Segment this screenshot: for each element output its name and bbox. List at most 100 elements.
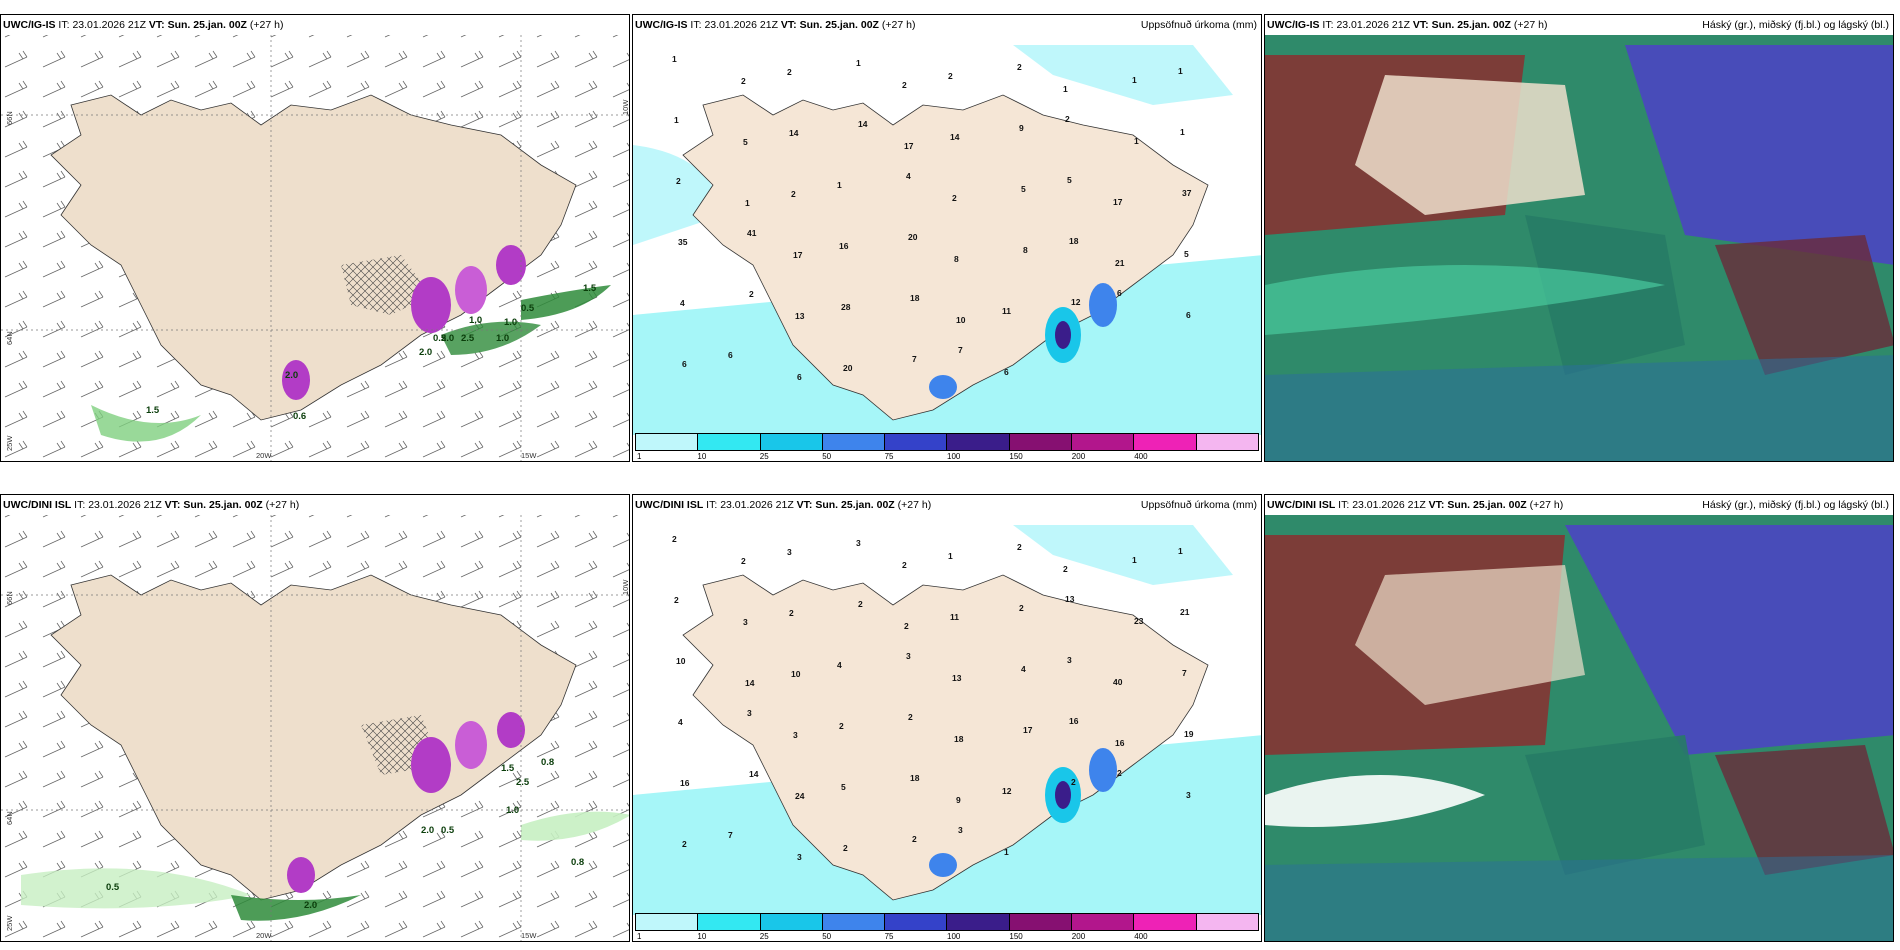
precip-value-label: 12: [1002, 786, 1012, 796]
precip-value-label: 41: [747, 228, 757, 238]
precip-value-label: 1: [1180, 127, 1185, 137]
colorbar-swatch: [636, 914, 699, 930]
colorbar-swatch: [1134, 914, 1197, 930]
colorbar-swatch: [698, 914, 761, 930]
lead-time: (+27 h): [249, 19, 284, 31]
vt-label: VT:: [780, 19, 797, 31]
precip-value-label: 7: [1182, 668, 1187, 678]
vt-label: VT:: [1428, 499, 1445, 511]
precip-value-label: 1: [837, 180, 842, 190]
precip-value-label: 3: [906, 651, 911, 661]
precip-value-label: 3: [797, 852, 802, 862]
vt-label: VT:: [796, 499, 813, 511]
lon-label: 15W: [521, 931, 537, 940]
precip-value-label: 6: [682, 359, 687, 369]
panel-header: UWC/IG-IS IT: 23.01.2026 21Z VT: Sun. 25…: [1267, 19, 1547, 31]
precip-value-label: 8: [1023, 245, 1028, 255]
precip-value-label: 35: [678, 237, 688, 247]
lead-time: (+27 h): [897, 499, 932, 511]
model-name: UWC/IG-IS: [3, 19, 56, 31]
precip-value-label: 2: [676, 176, 681, 186]
precip-value-label: 1: [1004, 847, 1009, 857]
precip-contour-label: 2.0: [419, 347, 433, 358]
precip-value-label: 3: [958, 825, 963, 835]
lead-time: (+27 h): [265, 499, 300, 511]
precip-contour-label: 0.5: [106, 882, 120, 893]
colorbar-label: 200: [1071, 932, 1086, 941]
precip-value-label: 37: [1182, 188, 1192, 198]
precip-value-label: 4: [678, 717, 683, 727]
precip-value-label: 1: [672, 54, 677, 64]
precip-contour-label: 0.5: [521, 303, 535, 314]
precip-value-label: 18: [954, 734, 964, 744]
precip-value-label: 2: [904, 621, 909, 631]
colorbar-label: 75: [884, 452, 894, 461]
precip-value-label: 3: [743, 617, 748, 627]
precip-value-label: 4: [837, 660, 842, 670]
lat-label: 64N: [5, 811, 14, 825]
precip-value-label: 5: [1067, 175, 1072, 185]
model-name: UWC/IG-IS: [635, 19, 688, 31]
cloud-map: [1265, 35, 1893, 461]
precip-value-label: 2: [674, 595, 679, 605]
vt-value: Sun. 25.jan. 00Z: [1431, 19, 1511, 31]
precip-value-label: 11: [1002, 306, 1011, 316]
colorbar-swatch: [760, 914, 823, 930]
vt-label: VT:: [148, 19, 165, 31]
precip-value-label: 1: [948, 551, 953, 561]
precip-value-label: 28: [841, 302, 851, 312]
colorbar-swatch: [1072, 914, 1135, 930]
precip-value-label: 2: [741, 76, 746, 86]
lon-label: 20W: [256, 931, 272, 940]
precip-value-label: 1: [1178, 66, 1183, 76]
precip-value-label: 2: [749, 289, 754, 299]
it-label: IT:: [58, 19, 70, 31]
precip-value-label: 7: [728, 830, 733, 840]
colorbar-label: 1: [637, 452, 642, 461]
precip-value-label: 14: [858, 119, 868, 129]
colorbar-label: 25: [759, 452, 769, 461]
precip-value-label: 2: [948, 71, 953, 81]
colorbar-swatch: [1196, 434, 1258, 450]
model-name: UWC/DINI ISL: [1267, 499, 1336, 511]
colorbar-label: 100: [947, 452, 961, 461]
colorbar-label: 150: [1009, 932, 1023, 941]
precip-contour-label: 0.5: [433, 333, 447, 344]
precip-value-label: 14: [950, 132, 960, 142]
precip-value-label: 24: [795, 791, 805, 801]
colorbar-swatch: [760, 434, 823, 450]
precip-value-label: 2: [1019, 603, 1024, 613]
precip-value-label: 19: [1184, 729, 1194, 739]
colorbar-swatch: [1196, 914, 1258, 930]
lat-label: 64N: [5, 331, 14, 345]
precip-value-label: 20: [843, 363, 853, 373]
lat-label: 66N: [5, 591, 14, 605]
it-label: IT:: [1322, 19, 1334, 31]
precip-value-label: 2: [741, 556, 746, 566]
precip-value-label: 12: [1071, 297, 1081, 307]
colorbar-label: 25: [759, 932, 769, 941]
model-name: UWC/DINI ISL: [635, 499, 704, 511]
it-value: 23.01.2026 21Z: [720, 499, 794, 511]
precip-value-label: 23: [1134, 616, 1144, 626]
colorbar-label: 50: [822, 452, 832, 461]
precip-value-label: 2: [952, 193, 957, 203]
lon-label: 10W: [621, 579, 630, 595]
colorbar-swatch: [885, 434, 948, 450]
precip-value-label: 3: [1067, 655, 1072, 665]
precip-value-label: 3: [856, 538, 861, 548]
colorbar-label: 10: [697, 932, 707, 941]
precip-value-label: 2: [682, 839, 687, 849]
precip-contour-label: 1.5: [583, 283, 597, 294]
model-name: UWC/DINI ISL: [3, 499, 72, 511]
colorbar-swatch: [822, 434, 886, 450]
vt-label: VT:: [1412, 19, 1429, 31]
precip-value-label: 3: [787, 547, 792, 557]
precip-value-label: 2: [912, 834, 917, 844]
precip-value-label: 6: [1117, 288, 1122, 298]
precip-value-label: 14: [749, 769, 759, 779]
lead-time: (+27 h): [1529, 499, 1564, 511]
vt-value: Sun. 25.jan. 00Z: [815, 499, 895, 511]
precip-contour-label: 1.5: [501, 763, 515, 774]
panel-wind-igis: UWC/IG-IS IT: 23.01.2026 21Z VT: Sun. 25…: [0, 14, 630, 462]
